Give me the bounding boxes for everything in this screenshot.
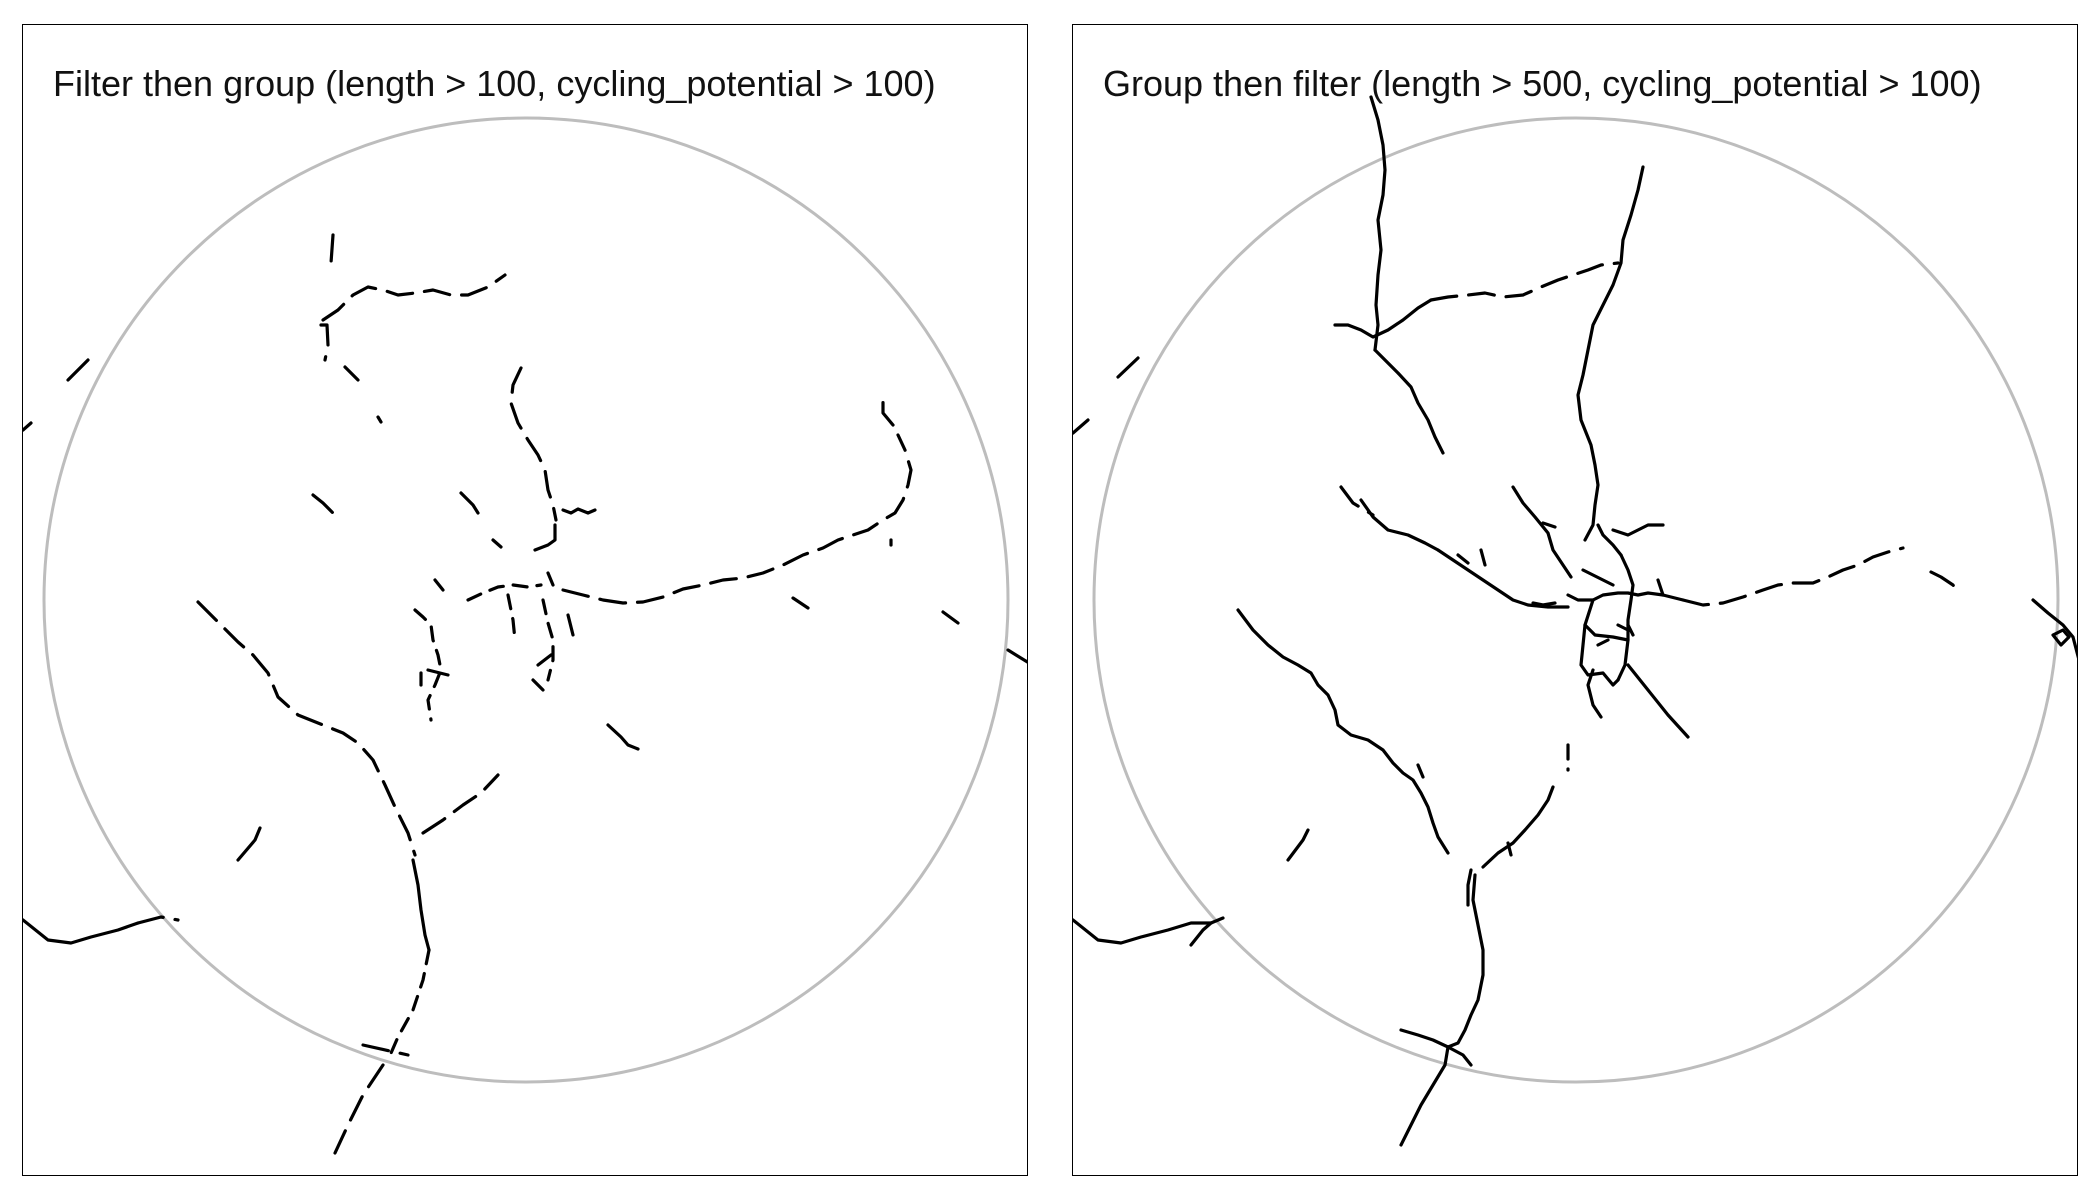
route-segment	[1576, 165, 1645, 542]
route-segment	[941, 610, 960, 625]
route-segment	[1661, 593, 1685, 602]
route-segment	[491, 538, 503, 549]
route-segment	[196, 600, 417, 857]
route-segment	[1596, 523, 1623, 557]
route-segment	[606, 723, 640, 751]
route-segment	[386, 948, 431, 1062]
route-segment	[236, 826, 262, 862]
route-segment	[531, 678, 545, 692]
route-segment	[561, 433, 913, 605]
route-segment	[1531, 601, 1557, 607]
route-segment	[1681, 546, 1905, 607]
route-segment	[2031, 598, 2077, 659]
panel-title: Group then filter (length > 500, cycling…	[1103, 63, 1982, 104]
route-segment	[329, 233, 335, 265]
route-segment	[1626, 663, 1690, 739]
route-segment	[333, 1063, 385, 1155]
route-segment	[566, 613, 575, 637]
route-network-map	[23, 116, 1027, 1155]
route-segment	[466, 583, 543, 602]
route-segment	[791, 596, 810, 610]
route-segments	[23, 233, 1027, 1155]
route-segment	[2051, 628, 2071, 647]
study-area-boundary	[42, 116, 1010, 1084]
map-panel-group-then-filter: Group then filter (length > 500, cycling…	[1072, 24, 2078, 1176]
route-segment	[1399, 1045, 1450, 1147]
route-segment	[1611, 523, 1665, 537]
route-segment	[1596, 638, 1610, 647]
route-segment	[1399, 1028, 1473, 1067]
route-network-map	[1073, 95, 2077, 1147]
route-segment	[1579, 598, 1620, 687]
route-segment	[1286, 828, 1310, 862]
route-segment	[536, 653, 553, 667]
route-segment	[1189, 916, 1225, 947]
route-segment	[319, 323, 330, 362]
route-segment	[411, 858, 431, 952]
route-segment	[1586, 668, 1603, 719]
route-segment	[321, 273, 507, 322]
route-segment	[376, 415, 383, 424]
route-segment	[546, 571, 555, 587]
route-segment	[433, 578, 445, 592]
route-segment	[413, 608, 443, 722]
route-segment	[533, 523, 557, 552]
route-segment	[1929, 570, 1960, 595]
route-segment	[1369, 95, 1387, 352]
route-segment	[23, 421, 33, 432]
route-segment	[66, 358, 90, 382]
map-panel-filter-then-group: Filter then group (length > 100, cycling…	[22, 24, 1028, 1176]
route-segment	[1339, 485, 1375, 517]
route-segment	[541, 598, 555, 682]
route-segment	[1616, 553, 1635, 682]
route-segment	[1466, 868, 1473, 907]
route-segment	[1479, 548, 1487, 567]
route-segments	[1073, 95, 2077, 1147]
route-segment	[1446, 873, 1485, 1049]
route-segment	[421, 773, 500, 835]
route-segment	[1583, 623, 1630, 642]
route-segment	[136, 915, 180, 925]
study-area-boundary	[1092, 116, 2060, 1084]
route-segment	[1373, 348, 1445, 455]
route-segment	[311, 493, 343, 517]
route-segment	[1416, 763, 1425, 779]
route-segment	[1541, 521, 1557, 529]
route-segment	[876, 391, 895, 427]
route-segment	[1236, 608, 1450, 855]
route-segment	[1511, 485, 1573, 579]
route-segment	[1116, 356, 1140, 379]
route-segment	[506, 593, 517, 642]
route-segment	[1616, 623, 1630, 632]
route-segment	[361, 1043, 410, 1057]
route-segment	[1073, 918, 1213, 945]
route-segment	[426, 668, 450, 677]
route-segment	[459, 491, 480, 515]
route-segment	[1436, 548, 1570, 609]
route-segment	[1456, 553, 1470, 565]
route-segment	[1006, 648, 1027, 664]
route-segment	[343, 365, 360, 382]
route-segment	[1581, 568, 1615, 587]
route-segment	[1333, 298, 1433, 339]
route-segment	[1359, 498, 1440, 552]
route-segment	[1481, 785, 1555, 869]
route-segment	[23, 918, 140, 945]
panel-title: Filter then group (length > 100, cycling…	[53, 63, 936, 104]
route-segment	[1656, 578, 1665, 597]
route-segment	[561, 507, 597, 515]
route-segment	[1626, 623, 1635, 637]
route-segment	[1566, 591, 1665, 602]
route-segment	[1073, 418, 1090, 435]
route-segment	[1429, 261, 1620, 302]
route-segment	[1506, 841, 1513, 857]
route-segment	[509, 366, 558, 522]
